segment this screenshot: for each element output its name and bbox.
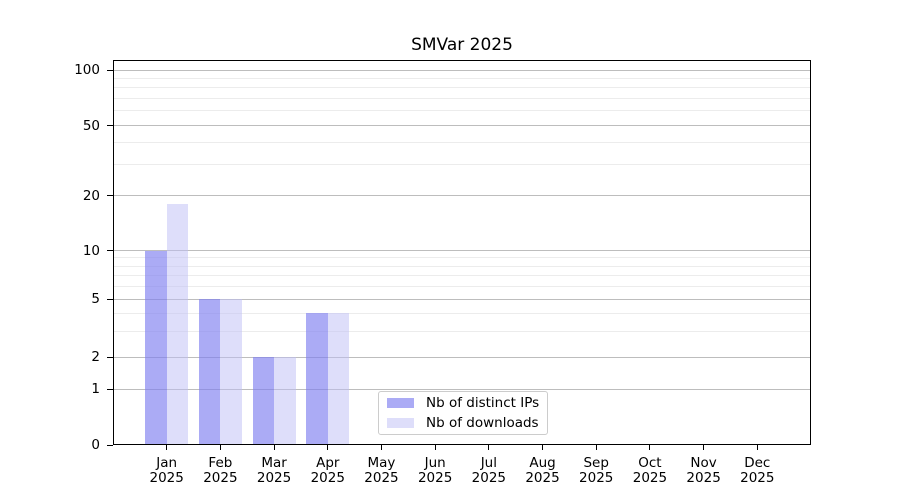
legend-swatch-downloads — [387, 418, 414, 428]
bar-distinct-ips-jan — [145, 250, 167, 445]
x-tick-label-dec: Dec 2025 — [740, 455, 775, 486]
y-tick-label-20: 20 — [82, 187, 100, 204]
y-tick-label-0: 0 — [91, 437, 100, 453]
chart-title: SMVar 2025 — [411, 35, 513, 55]
y-tick-label-2: 2 — [91, 349, 100, 365]
gridline-minor-3 — [113, 330, 811, 332]
gridline-minor-80 — [113, 87, 811, 89]
x-tick-jun — [434, 445, 436, 450]
x-tick-sep — [595, 445, 597, 450]
x-tick-feb — [219, 445, 221, 450]
x-tick-label-jun: Jun 2025 — [417, 455, 453, 486]
legend-swatch-distinct-ips — [387, 398, 414, 408]
x-tick-label-nov: Nov 2025 — [686, 455, 721, 486]
gridline-major-50 — [113, 125, 811, 126]
y-tick-0 — [107, 444, 113, 446]
gridline-minor-7 — [113, 274, 811, 276]
x-tick-label-feb: Feb 2025 — [203, 455, 238, 486]
y-tick-label-100: 100 — [74, 62, 100, 78]
gridline-minor-40 — [113, 142, 811, 144]
gridline-major-5 — [113, 298, 811, 300]
legend: Nb of distinct IPs Nb of downloads — [378, 391, 548, 435]
x-tick-jan — [166, 445, 168, 450]
gridline-major-10 — [113, 250, 811, 251]
x-tick-label-may: May 2025 — [364, 455, 399, 486]
y-tick-2 — [107, 356, 113, 358]
bar-downloads-feb — [220, 299, 242, 445]
y-tick-1 — [107, 388, 113, 390]
x-tick-mar — [273, 445, 275, 450]
x-tick-jul — [488, 445, 490, 450]
legend-item-distinct-ips: Nb of distinct IPs — [387, 394, 547, 411]
x-tick-label-mar: Mar 2025 — [256, 455, 292, 486]
legend-item-downloads: Nb of downloads — [387, 414, 547, 431]
gridline-minor-6 — [113, 285, 811, 287]
x-tick-label-oct: Oct 2025 — [632, 455, 668, 486]
x-tick-label-jul: Jul 2025 — [471, 455, 507, 486]
x-tick-dec — [756, 445, 758, 450]
y-tick-5 — [107, 298, 113, 300]
bar-distinct-ips-feb — [198, 299, 221, 445]
gridline-major-2 — [113, 356, 811, 358]
gridline-major-1 — [113, 388, 811, 390]
gridline-minor-30 — [113, 164, 811, 166]
gridline-minor-70 — [113, 98, 811, 100]
bar-downloads-apr — [327, 313, 350, 445]
y-tick-label-50: 50 — [82, 117, 100, 134]
y-tick-label-5: 5 — [91, 291, 100, 307]
x-tick-label-aug: Aug 2025 — [525, 455, 560, 486]
legend-label-downloads: Nb of downloads — [426, 414, 539, 431]
x-tick-may — [380, 445, 382, 450]
bar-distinct-ips-mar — [252, 357, 275, 445]
x-tick-aug — [542, 445, 544, 450]
gridline-minor-90 — [113, 77, 811, 79]
y-tick-50 — [107, 125, 113, 126]
x-tick-apr — [327, 445, 329, 450]
gridline-major-100 — [113, 69, 811, 71]
x-tick-label-jan: Jan 2025 — [149, 455, 184, 486]
bar-downloads-mar — [274, 357, 296, 445]
y-tick-label-10: 10 — [82, 242, 100, 259]
y-tick-10 — [107, 250, 113, 251]
gridline-major-20 — [113, 195, 811, 196]
y-tick-20 — [107, 195, 113, 196]
y-tick-100 — [107, 69, 113, 71]
x-tick-nov — [703, 445, 705, 450]
bar-downloads-jan — [166, 203, 189, 445]
x-tick-label-apr: Apr 2025 — [310, 455, 345, 486]
gridline-minor-60 — [113, 110, 811, 112]
gridline-minor-8 — [113, 265, 811, 267]
gridline-minor-4 — [113, 312, 811, 314]
x-tick-label-sep: Sep 2025 — [579, 455, 614, 486]
gridline-minor-9 — [113, 257, 811, 259]
x-tick-oct — [649, 445, 651, 450]
legend-label-distinct-ips: Nb of distinct IPs — [426, 394, 540, 411]
bar-distinct-ips-apr — [306, 313, 328, 445]
y-tick-label-1: 1 — [91, 381, 100, 397]
